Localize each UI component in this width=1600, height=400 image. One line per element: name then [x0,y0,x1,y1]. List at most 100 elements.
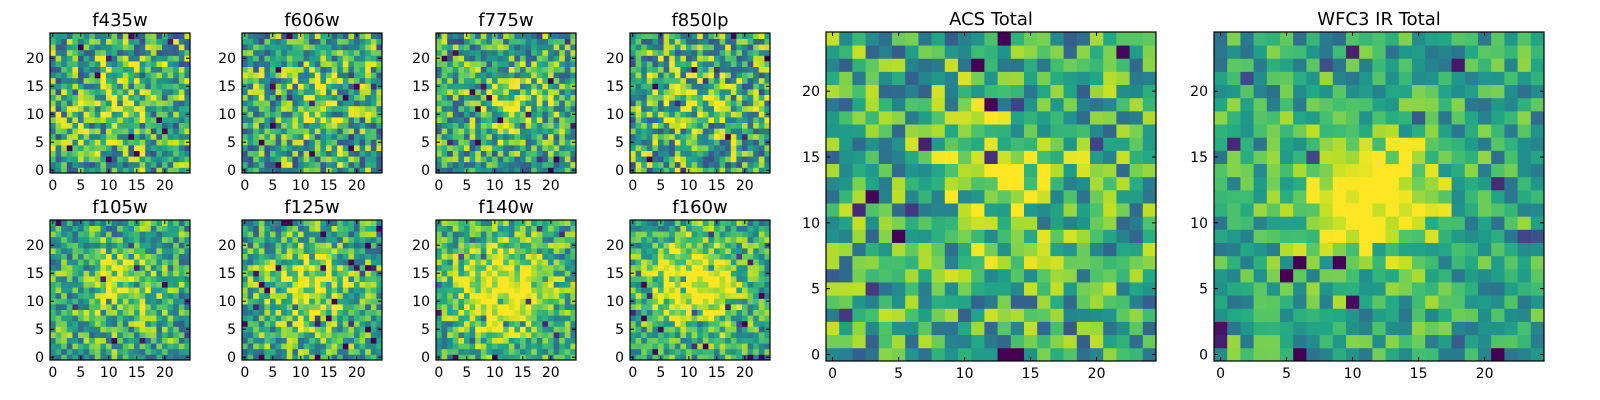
heatmap-cell [525,122,532,129]
heatmap-cell [447,270,454,277]
heatmap-cell [342,253,349,260]
heatmap-cell [111,281,118,288]
heatmap-cell [50,72,56,79]
heatmap-cell [753,89,760,95]
heatmap-cell [480,167,487,174]
heatmap-cell [117,133,124,140]
heatmap-cell [508,326,515,333]
heatmap-cell [764,94,771,101]
heatmap-cell [106,225,112,232]
heatmap-cell [458,348,465,355]
heatmap-cell [303,253,310,260]
heatmap-cell [635,94,642,101]
heatmap-cell [458,167,465,174]
heatmap-cell [314,83,321,90]
heatmap-cell [117,161,124,168]
heatmap-cell [447,128,454,135]
heatmap-cell [497,326,504,333]
heatmap-cell [646,133,653,140]
heatmap-cell [365,128,372,135]
heatmap-cell [173,117,180,123]
heatmap-cell [669,33,676,39]
heatmap-cell [178,111,185,118]
heatmap-cell [100,270,107,277]
heatmap-cell [669,77,676,84]
heatmap-cell [128,77,135,84]
heatmap-cell [286,248,293,254]
heatmap-cell [548,248,554,254]
heatmap-cell [663,100,670,107]
heatmap-cell [66,220,73,226]
heatmap-cell [128,122,135,129]
heatmap-cell [50,89,56,95]
heatmap-cell [162,100,168,107]
heatmap-cell [458,156,465,163]
heatmap-cell [686,128,692,135]
heatmap-cell [725,77,732,84]
heatmap-cell [314,145,321,151]
heatmap-cell [331,133,338,140]
heatmap-cell [708,61,715,67]
heatmap-cell [61,292,68,299]
heatmap-cell [66,276,73,282]
heatmap-cell [309,248,316,254]
heatmap-cell [122,133,129,140]
heatmap-cell [156,89,163,95]
heatmap-cell [542,348,549,355]
heatmap-cell [326,111,332,118]
heatmap-cell [674,38,681,45]
heatmap-cell [370,66,377,73]
heatmap-cell [514,225,521,232]
heatmap-cell [370,145,377,151]
heatmap-cell [354,315,360,322]
heatmap-cell [497,264,504,271]
heatmap-cell [570,337,577,344]
heatmap-cell [708,49,715,56]
heatmap-cell [548,320,554,327]
heatmap-cell [167,287,174,294]
heatmap-cell [292,105,299,112]
heatmap-cell [128,348,135,355]
heatmap-cell [253,343,260,350]
heatmap-cell [242,264,248,271]
heatmap-cell [520,105,526,112]
heatmap-cell [122,264,129,271]
heatmap-cell [253,259,260,266]
heatmap-cell [122,33,129,39]
heatmap-cell [630,348,636,355]
heatmap-cell [486,220,493,226]
heatmap-cell [447,161,454,168]
heatmap-cell [286,128,293,135]
heatmap-cell [320,236,327,243]
heatmap-cell [747,309,754,316]
heatmap-cell [309,156,316,163]
heatmap-cell [658,326,664,333]
heatmap-cell [365,117,372,123]
heatmap-cell [150,145,157,151]
heatmap-cell [331,304,338,310]
heatmap-cell [314,139,321,146]
heatmap-cell [359,259,366,266]
heatmap-cell [652,337,659,344]
heatmap-cell [441,259,448,266]
heatmap-cell [376,231,383,238]
heatmap-cell [469,231,476,238]
heatmap-cell [66,264,73,271]
heatmap-cell [337,343,344,350]
heatmap-cell [736,145,743,151]
heatmap-cell [83,304,90,310]
heatmap-cell [83,220,90,226]
heatmap-cell [50,276,56,282]
heatmap-cell [55,248,62,254]
heatmap-cell [162,44,168,51]
heatmap-cell [253,236,260,243]
heatmap-cell [658,111,664,118]
heatmap-cell [747,276,754,282]
heatmap-cell [55,133,62,140]
heatmap-cell [61,225,68,232]
heatmap-cell [100,304,107,310]
heatmap-cell [469,167,476,174]
heatmap-cell [564,156,571,163]
heatmap-cell [564,72,571,79]
heatmap-cell [742,77,748,84]
